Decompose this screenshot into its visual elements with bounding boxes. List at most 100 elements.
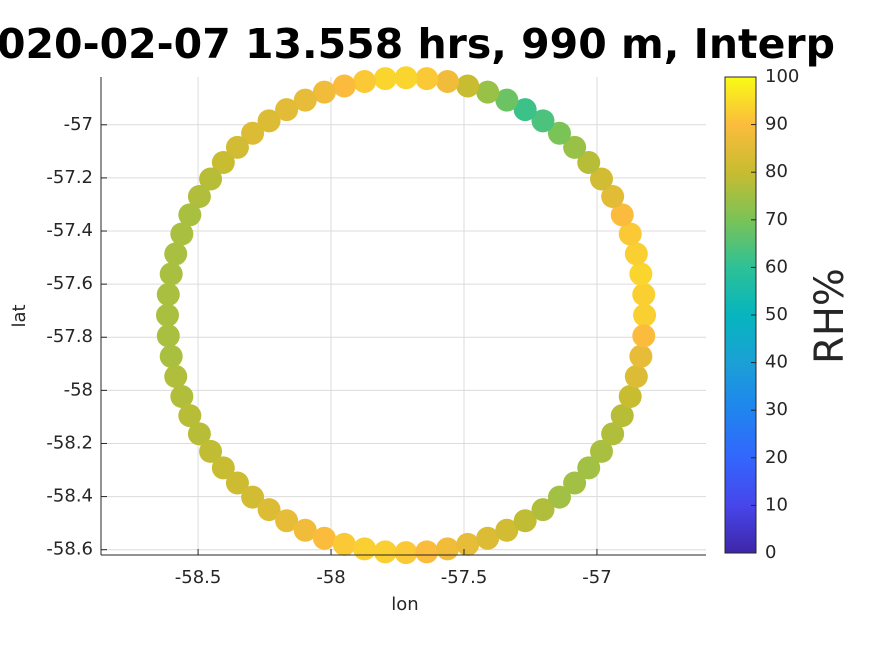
point bbox=[257, 109, 281, 133]
point bbox=[633, 303, 657, 327]
point bbox=[332, 532, 356, 556]
point bbox=[563, 471, 587, 495]
point bbox=[312, 80, 336, 104]
point bbox=[178, 404, 202, 428]
x-tick-label: -57.5 bbox=[441, 567, 488, 588]
point bbox=[513, 98, 537, 122]
colorbar-tick-label: 50 bbox=[765, 304, 788, 325]
point bbox=[632, 324, 656, 348]
point bbox=[577, 456, 601, 480]
point bbox=[373, 67, 397, 91]
point bbox=[353, 70, 377, 94]
colorbar-tick-label: 40 bbox=[765, 352, 788, 373]
point bbox=[577, 151, 601, 175]
point bbox=[241, 121, 265, 145]
point bbox=[164, 365, 188, 389]
x-tick-label: -58 bbox=[316, 567, 345, 588]
point bbox=[610, 203, 634, 227]
point bbox=[170, 384, 194, 408]
x-tick-label: -57 bbox=[582, 567, 611, 588]
point bbox=[563, 135, 587, 159]
point bbox=[275, 98, 299, 122]
point bbox=[225, 135, 249, 159]
point bbox=[394, 66, 418, 90]
point bbox=[495, 88, 519, 112]
colorbar-tick-label: 20 bbox=[765, 447, 788, 468]
point bbox=[476, 526, 500, 550]
point bbox=[629, 262, 653, 286]
point bbox=[199, 167, 223, 191]
point bbox=[353, 537, 377, 561]
point bbox=[476, 80, 500, 104]
colorbar-tick-label: 100 bbox=[765, 66, 799, 87]
y-tick-label: -57.8 bbox=[46, 326, 93, 347]
point bbox=[456, 74, 480, 98]
point bbox=[187, 185, 211, 208]
point bbox=[547, 121, 571, 145]
point bbox=[610, 404, 634, 428]
colorbar-label: RH% bbox=[807, 268, 853, 364]
point bbox=[601, 422, 625, 446]
point bbox=[312, 526, 336, 550]
colorbar-tick-label: 70 bbox=[765, 209, 788, 230]
point bbox=[589, 167, 613, 191]
point bbox=[436, 537, 460, 561]
y-tick-label: -57 bbox=[64, 114, 93, 135]
point bbox=[155, 303, 179, 327]
point bbox=[373, 540, 397, 564]
y-axis-label: lat bbox=[9, 304, 30, 327]
point bbox=[513, 509, 537, 533]
colorbar-tick-label: 90 bbox=[765, 114, 788, 135]
point bbox=[415, 540, 439, 564]
point bbox=[415, 67, 439, 91]
point bbox=[170, 222, 194, 246]
point bbox=[293, 518, 317, 542]
point bbox=[211, 456, 235, 480]
point bbox=[159, 262, 183, 286]
y-tick-label: -58.6 bbox=[46, 539, 93, 560]
point bbox=[332, 74, 356, 98]
point bbox=[589, 439, 613, 463]
colorbar-tick-label: 60 bbox=[765, 256, 788, 277]
point bbox=[187, 422, 211, 446]
point bbox=[624, 365, 648, 389]
point bbox=[495, 518, 519, 542]
point bbox=[156, 324, 180, 348]
point bbox=[601, 185, 625, 208]
x-tick-label: -58.5 bbox=[175, 567, 222, 588]
point bbox=[156, 282, 180, 306]
x-axis-label: lon bbox=[391, 594, 418, 615]
point bbox=[618, 222, 642, 246]
point bbox=[531, 109, 555, 133]
point bbox=[275, 509, 299, 533]
point bbox=[618, 384, 642, 408]
point bbox=[547, 485, 571, 509]
y-tick-label: -57.4 bbox=[46, 220, 93, 241]
colorbar-tick-label: 10 bbox=[765, 494, 788, 515]
point bbox=[225, 471, 249, 495]
y-tick-label: -58.4 bbox=[46, 486, 93, 507]
point bbox=[531, 498, 555, 522]
point bbox=[199, 439, 223, 463]
chart-title: 020-02-07 13.558 hrs, 990 m, Interp bbox=[0, 20, 835, 68]
point bbox=[394, 541, 418, 565]
point bbox=[164, 242, 188, 266]
point bbox=[624, 242, 648, 266]
colorbar-tick-label: 30 bbox=[765, 399, 788, 420]
y-tick-label: -57.2 bbox=[46, 167, 93, 188]
point bbox=[257, 498, 281, 522]
point bbox=[293, 88, 317, 112]
y-tick-label: -57.6 bbox=[46, 273, 93, 294]
colorbar-tick-label: 0 bbox=[765, 542, 776, 563]
point bbox=[456, 532, 480, 556]
point bbox=[241, 485, 265, 509]
point bbox=[436, 70, 460, 94]
colorbar-tick-label: 80 bbox=[765, 161, 788, 182]
point bbox=[159, 344, 183, 368]
point bbox=[632, 282, 656, 306]
point bbox=[211, 151, 235, 175]
y-tick-label: -58 bbox=[64, 379, 93, 400]
y-tick-label: -58.2 bbox=[46, 432, 93, 453]
